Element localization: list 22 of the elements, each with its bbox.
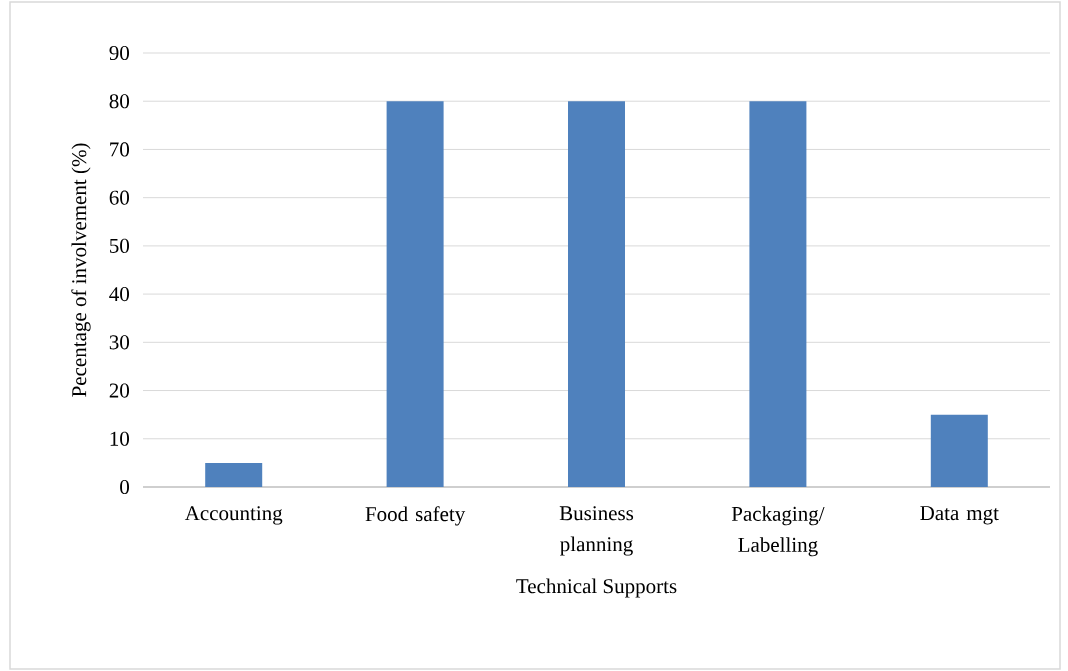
bar	[205, 462, 263, 487]
x-tick-label: Packaging/ Labelling	[731, 506, 825, 557]
bar	[930, 414, 988, 487]
y-tick-label: 10	[110, 431, 130, 446]
y-tick-label: 70	[110, 142, 130, 157]
bar	[568, 101, 626, 487]
x-tick-label: Business planning	[559, 506, 634, 556]
y-tick-label: 40	[109, 287, 130, 302]
x-tick-label: Food safety	[365, 506, 466, 526]
bar	[749, 101, 807, 487]
y-tick-label: 50	[110, 238, 130, 253]
bar	[386, 101, 444, 487]
y-tick-label: 90	[109, 45, 130, 61]
y-tick-label: 0	[120, 479, 130, 495]
y-tick-label: 20	[109, 383, 130, 398]
x-tick-label: Accounting	[184, 506, 283, 525]
y-tick-label: 30	[109, 335, 130, 350]
x-axis-title: Technical Supports	[516, 578, 677, 598]
y-tick-label: 80	[109, 94, 130, 109]
x-tick-label: Data mgt	[920, 506, 999, 525]
y-axis-title: Pecentage of involvement (%)	[71, 143, 91, 397]
y-tick-label: 60	[109, 190, 130, 205]
